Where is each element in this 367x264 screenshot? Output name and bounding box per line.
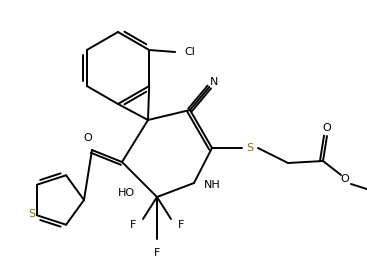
Text: O: O	[84, 133, 92, 143]
Text: N: N	[210, 77, 218, 87]
Text: O: O	[341, 174, 349, 184]
Text: F: F	[178, 220, 184, 230]
Text: O: O	[323, 123, 331, 133]
Text: S: S	[246, 143, 254, 153]
Text: F: F	[130, 220, 136, 230]
Text: Cl: Cl	[184, 47, 195, 57]
Text: F: F	[154, 248, 160, 258]
Text: S: S	[28, 209, 36, 219]
Text: NH: NH	[204, 180, 220, 190]
Text: HO: HO	[118, 188, 135, 198]
